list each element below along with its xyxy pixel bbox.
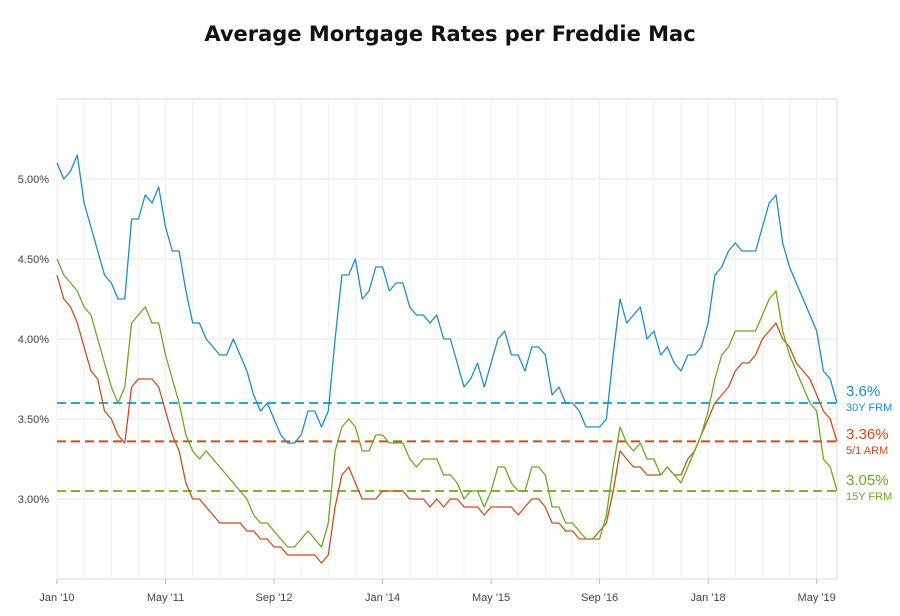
- series-name-label: 30Y FRM: [846, 402, 892, 414]
- end-labels: 3.6% 30Y FRM 3.36% 5/1 ARM 3.05% 15Y FRM: [846, 383, 892, 503]
- current-value-label: 3.36%: [846, 426, 889, 443]
- axis-layer: 3.00% 3.50% 4.00% 4.50% 5.00% Jan '10 May '11 S…: [18, 174, 836, 604]
- series-line-2: [56, 258, 838, 548]
- current-value-label: 3.6%: [846, 383, 880, 400]
- y-tick-label: 5.00%: [18, 174, 49, 186]
- y-tick-label: 3.50%: [18, 414, 49, 426]
- series-layer: [56, 154, 838, 564]
- x-tick-label: May '11: [147, 592, 184, 604]
- chart-title: Average Mortgage Rates per Freddie Mac: [204, 22, 696, 46]
- series-name-label: 15Y FRM: [846, 491, 892, 503]
- y-tick-label: 3.00%: [18, 494, 49, 506]
- x-tick-label: May '15: [472, 592, 510, 604]
- x-tick-label: May '19: [798, 592, 836, 604]
- x-tick-label: Jan '18: [691, 592, 726, 604]
- series-line-1: [56, 274, 838, 564]
- y-tick-label: 4.00%: [18, 334, 49, 346]
- x-tick-label: Jan '14: [365, 592, 400, 604]
- series-line-0: [56, 154, 838, 444]
- x-tick-label: Sep '16: [581, 592, 618, 604]
- current-value-label: 3.05%: [846, 472, 889, 489]
- y-tick-label: 4.50%: [18, 254, 49, 266]
- series-name-label: 5/1 ARM: [846, 445, 888, 457]
- x-tick-label: Sep '12: [256, 592, 293, 604]
- x-tick-label: Jan '10: [39, 592, 74, 604]
- reference-lines: [57, 402, 837, 492]
